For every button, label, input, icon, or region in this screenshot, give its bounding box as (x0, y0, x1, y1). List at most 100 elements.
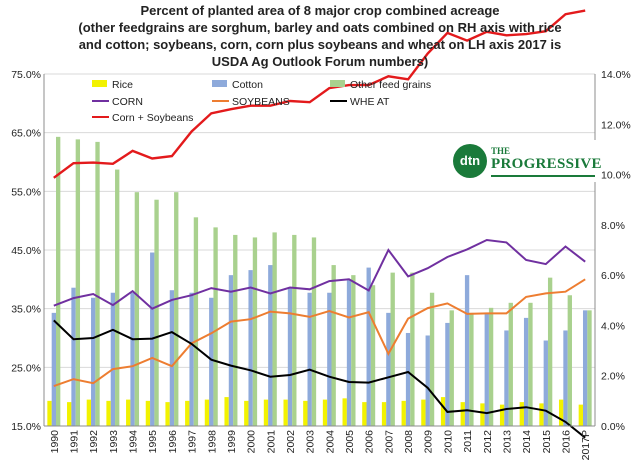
bar-rice (519, 402, 524, 426)
bar-other-feed-grains (134, 192, 140, 426)
bar-other-feed-grains (233, 234, 238, 426)
bar-rice (578, 404, 583, 426)
right-tick-label: 4.0% (601, 320, 625, 332)
left-tick-label: 75.0% (11, 69, 41, 81)
bar-cotton (248, 270, 253, 426)
legend-label-rice: Rice (112, 79, 133, 91)
line-corn (53, 238, 586, 310)
title-line-1: Percent of planted area of 8 major crop … (140, 3, 500, 18)
bar-other-feed-grains (449, 310, 454, 426)
chart-title: Percent of planted area of 8 major crop … (0, 2, 640, 70)
bar-rice (224, 397, 229, 426)
bar-rice (421, 399, 426, 426)
line-soybeans (53, 278, 586, 388)
line-whe-at (53, 319, 586, 439)
x-tick-label: 2007 (383, 430, 395, 454)
x-tick-label: 2013 (501, 430, 513, 454)
bar-cotton (268, 265, 273, 426)
bar-rice (106, 400, 111, 426)
bar-rice (263, 399, 269, 426)
bar-rice (401, 400, 406, 426)
x-tick-label: 1991 (69, 430, 81, 454)
bar-other-feed-grains (508, 302, 513, 426)
bar-cotton (484, 312, 489, 426)
bar-rice (322, 399, 328, 426)
left-tick-label: 25.0% (11, 362, 41, 374)
bar-other-feed-grains (429, 292, 435, 426)
dtn-progressive-farmer-logo: dtn THE PROGRESSIVE (451, 140, 602, 182)
bar-cotton (464, 275, 470, 426)
x-tick-label: 2006 (364, 430, 376, 454)
legend-label-whe-at: WHE AT (350, 96, 390, 108)
x-tick-label: 1998 (206, 430, 218, 454)
x-tick-label: 2005 (344, 430, 356, 454)
bar-cotton (51, 312, 57, 426)
x-tick-label: 2014 (521, 430, 533, 454)
right-tick-label: 8.0% (601, 220, 625, 232)
bar-rice (204, 399, 210, 426)
bar-rice (381, 402, 387, 426)
bar-other-feed-grains (174, 192, 179, 426)
bar-rice (86, 399, 92, 426)
bar-cotton (504, 330, 509, 426)
bar-other-feed-grains (370, 285, 376, 426)
x-tick-label: 1993 (108, 430, 120, 454)
bar-other-feed-grains (587, 310, 592, 426)
bar-rice (362, 402, 367, 426)
bar-cotton (110, 292, 116, 426)
bar-cotton (523, 317, 529, 426)
bar-cotton (346, 280, 352, 426)
bar-other-feed-grains (567, 295, 572, 426)
line-corn-soybeans (53, 9, 586, 179)
bar-rice (145, 400, 151, 426)
bar-other-feed-grains (252, 237, 258, 426)
x-tick-label: 2000 (246, 430, 258, 454)
dtn-logo-mark: dtn (453, 144, 487, 178)
bar-other-feed-grains (351, 275, 356, 426)
x-tick-label: 2001 (265, 430, 277, 454)
bar-cotton (307, 292, 312, 426)
bar-cotton (287, 287, 293, 426)
legend-label-corn: CORN (112, 96, 143, 108)
bar-cotton (327, 292, 332, 426)
x-tick-label: 2010 (442, 430, 454, 454)
bar-cotton (582, 310, 588, 426)
legend-label-other-feed-grains: Other feed grains (350, 79, 431, 91)
x-tick-label: 1997 (187, 430, 199, 454)
bar-rice (480, 403, 485, 426)
legend-label-corn-soybeans: Corn + Soybeans (112, 112, 193, 124)
bar-other-feed-grains (272, 232, 277, 426)
bar-other-feed-grains (528, 302, 533, 426)
x-tick-label: 2004 (324, 430, 336, 454)
x-tick-label: 1994 (128, 430, 140, 454)
bar-cotton (189, 292, 194, 426)
legend-swatch-rice (92, 80, 107, 87)
bar-cotton (209, 297, 214, 426)
logo-underline (491, 175, 595, 177)
bar-other-feed-grains (331, 265, 336, 426)
right-tick-label: 12.0% (601, 119, 631, 131)
bar-other-feed-grains (193, 217, 199, 426)
x-tick-label: 2003 (305, 430, 317, 454)
bar-rice (283, 399, 288, 426)
bar-other-feed-grains (154, 199, 159, 426)
left-tick-label: 45.0% (11, 245, 41, 257)
x-tick-label: 1992 (88, 430, 100, 454)
bar-rice (539, 403, 544, 426)
bar-rice (440, 397, 446, 426)
legend-label-cotton: Cotton (232, 79, 263, 91)
x-tick-label: 2008 (403, 430, 415, 454)
bar-rice (303, 400, 308, 426)
bar-rice (185, 400, 190, 426)
legend-swatch-other-feed-grains (330, 80, 345, 87)
bar-other-feed-grains (410, 272, 415, 426)
logo-text-progressive: PROGRESSIVE (491, 156, 602, 172)
bar-rice (165, 402, 170, 426)
bar-other-feed-grains (311, 237, 317, 426)
bar-other-feed-grains (390, 272, 395, 426)
bar-other-feed-grains (213, 227, 218, 426)
bar-cotton (405, 332, 411, 426)
left-tick-label: 55.0% (11, 186, 41, 198)
x-tick-label: 2011 (462, 430, 474, 453)
right-tick-label: 14.0% (601, 69, 631, 81)
